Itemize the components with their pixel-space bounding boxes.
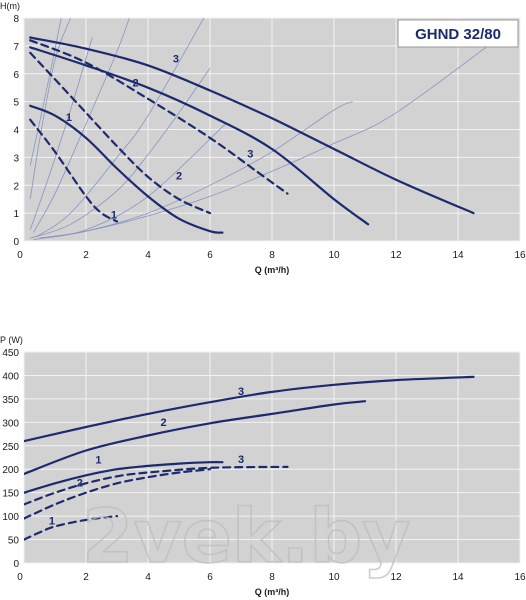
x-tick-label: 12 xyxy=(390,250,402,261)
y-tick-label: 2 xyxy=(13,181,19,192)
title-box xyxy=(397,19,519,48)
y-tick-label: 350 xyxy=(2,395,19,406)
series-line-speed-2-dashed xyxy=(29,51,212,215)
y-tick-label: 300 xyxy=(2,418,19,429)
curve-label: 2 xyxy=(133,77,139,89)
series-line-speed-3-solid xyxy=(29,36,475,215)
y-tick-label: 7 xyxy=(13,42,19,53)
x-tick-label: 2 xyxy=(83,250,89,261)
x-tick-label: 14 xyxy=(452,250,464,261)
curve-label: 1 xyxy=(66,112,72,124)
plot-content xyxy=(29,18,515,240)
x-tick-label: 0 xyxy=(17,250,23,261)
y-tick-label: 400 xyxy=(2,371,19,382)
series-line-speed-1-solid xyxy=(24,461,224,494)
x-tick-label: 14 xyxy=(452,572,464,583)
y-tick-label: 4 xyxy=(13,126,19,137)
x-tick-label: 10 xyxy=(328,572,340,583)
y-tick-label: 0 xyxy=(13,559,19,570)
curve-label: 1 xyxy=(95,455,101,467)
curve-label: 2 xyxy=(160,417,166,429)
system-curve-line xyxy=(29,18,71,200)
x-tick-label: 8 xyxy=(269,572,275,583)
y-axis-label: P (W) xyxy=(0,335,23,345)
series-line-speed-3-dashed xyxy=(29,39,289,195)
y-tick-label: 5 xyxy=(13,98,19,109)
series-line-speed-3-dashed xyxy=(24,465,289,506)
system-curve-line xyxy=(30,67,211,239)
x-tick-label: 2 xyxy=(83,572,89,583)
y-axis-label: H(m) xyxy=(0,1,20,11)
curve-label: 1 xyxy=(49,516,55,528)
x-axis-label: Q (m³/h) xyxy=(255,587,290,597)
x-tick-label: 4 xyxy=(145,250,151,261)
curve-label: 3 xyxy=(173,54,179,66)
y-tick-label: 100 xyxy=(2,512,19,523)
x-axis-label: Q (m³/h) xyxy=(255,265,290,275)
x-tick-label: 6 xyxy=(207,250,213,261)
y-tick-label: 450 xyxy=(2,348,19,359)
plot-content xyxy=(24,375,475,541)
curve-label: 3 xyxy=(238,454,244,466)
curve-label: 3 xyxy=(247,148,253,160)
curve-label: 2 xyxy=(77,478,83,490)
x-tick-label: 6 xyxy=(207,572,213,583)
x-tick-label: 10 xyxy=(328,250,340,261)
x-tick-label: 16 xyxy=(514,572,526,583)
y-tick-label: 150 xyxy=(2,489,19,500)
x-tick-label: 4 xyxy=(145,572,151,583)
y-tick-label: 200 xyxy=(2,465,19,476)
y-tick-label: 1 xyxy=(13,209,19,220)
y-tick-label: 0 xyxy=(13,237,19,248)
curve-label: 1 xyxy=(111,210,117,222)
curve-label: 2 xyxy=(176,171,182,183)
y-tick-label: 50 xyxy=(8,536,20,547)
system-curve-line xyxy=(33,101,353,240)
series-line-speed-1-dashed xyxy=(24,515,119,541)
series-line-speed-1-dashed xyxy=(29,118,119,223)
series-line-speed-2-dashed xyxy=(24,468,212,520)
series-line-speed-2-solid xyxy=(29,46,370,226)
series-line-speed-1-solid xyxy=(29,104,224,234)
x-tick-label: 8 xyxy=(269,250,275,261)
chart-title: GHND 32/80 xyxy=(415,26,501,43)
watermark-text: 2vek.by xyxy=(82,494,410,580)
series-line-speed-2-solid xyxy=(24,400,367,475)
x-tick-label: 12 xyxy=(390,572,402,583)
x-tick-label: 0 xyxy=(17,572,23,583)
system-curve-line xyxy=(36,18,205,238)
curve-label: 3 xyxy=(238,386,244,398)
series-line-speed-3-solid xyxy=(24,375,475,443)
x-tick-label: 16 xyxy=(514,250,526,261)
y-tick-label: 6 xyxy=(13,70,19,81)
system-curve-line xyxy=(32,18,130,233)
system-curve-line xyxy=(29,37,93,230)
system-curve-line xyxy=(29,18,62,166)
y-tick-label: 250 xyxy=(2,442,19,453)
y-tick-label: 3 xyxy=(13,153,19,164)
y-tick-label: 8 xyxy=(13,14,19,25)
